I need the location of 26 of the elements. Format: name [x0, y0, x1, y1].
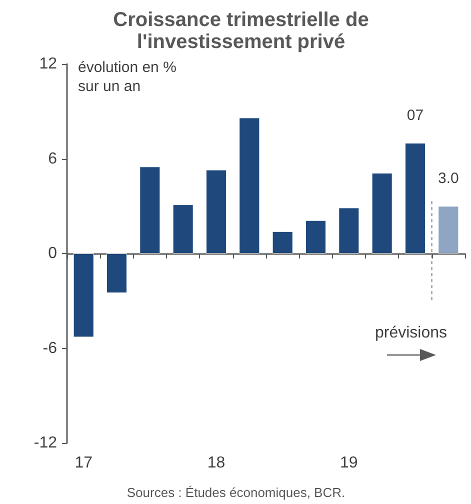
y-tick-label: -6 — [42, 340, 58, 357]
bar — [140, 166, 160, 254]
data-label: 07 — [406, 106, 424, 124]
chart-title: Croissance trimestrielle de l'investissement privé — [113, 9, 369, 53]
bar — [404, 142, 426, 254]
bar — [73, 254, 94, 338]
y-tick-label: 6 — [48, 150, 58, 168]
y-axis-title: évolution en % sur un an — [78, 59, 176, 95]
bar — [438, 206, 459, 254]
x-tick-label: 18 — [207, 454, 226, 472]
data-label: 3.0 — [438, 170, 459, 188]
bar — [272, 231, 293, 254]
bar — [206, 170, 227, 254]
bar — [372, 172, 392, 254]
y-tick-label: 0 — [48, 245, 58, 262]
bar — [106, 254, 128, 293]
x-tick-label: 19 — [340, 454, 358, 472]
y-tick-label: 12 — [39, 56, 58, 72]
annotation: prévisions — [374, 324, 447, 342]
x-tick-label: 17 — [74, 454, 93, 472]
source-note: Sources : Études économiques, BCR. — [126, 485, 346, 500]
bar — [338, 208, 360, 254]
bar — [172, 204, 194, 254]
bar — [305, 220, 326, 254]
bar — [239, 118, 260, 254]
y-tick-label: -12 — [34, 434, 58, 452]
